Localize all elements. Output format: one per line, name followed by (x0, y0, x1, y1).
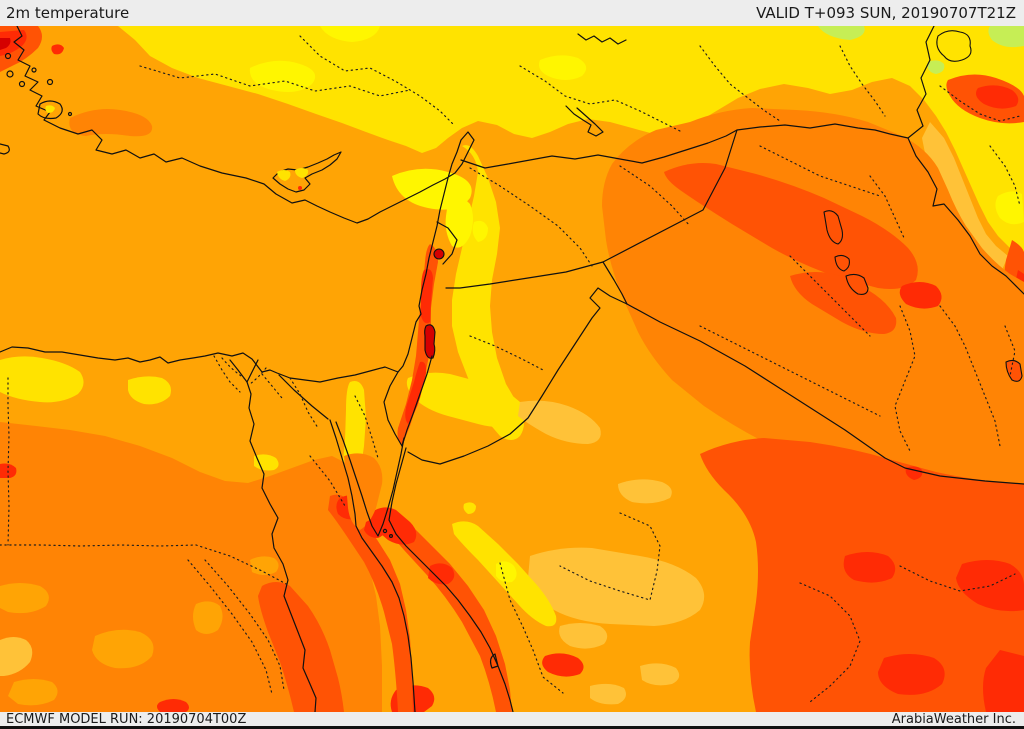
nile-river (246, 381, 317, 712)
lakes-layer (424, 30, 1023, 382)
mesopotamian-marsh (1005, 359, 1023, 382)
ataturk-reservoir (565, 105, 604, 137)
map-canvas (0, 26, 1024, 712)
sea-of-galilee (433, 248, 445, 260)
temperature-map-svg (0, 26, 1024, 712)
sinai-west-coast (335, 421, 405, 537)
lake-tharthar (823, 210, 844, 245)
mediterranean-coastline (0, 26, 475, 383)
coastline-border-layer (0, 26, 1024, 712)
model-run-label: ECMWF MODEL RUN: 20190704T00Z (6, 711, 247, 727)
israel-egypt-border (383, 371, 403, 447)
valid-time-label: VALID T+093 SUN, 20190707T21Z (756, 4, 1016, 22)
red-sea-west-coast (329, 419, 416, 712)
attribution-label: ArabiaWeather Inc. (891, 711, 1016, 727)
turkey-iraq-iran-border (907, 26, 1024, 295)
red-sea-east-coast (388, 447, 514, 712)
lake-razzaza (845, 273, 869, 295)
lake-habbaniyah (834, 254, 850, 272)
admin-boundary-layer (0, 35, 1021, 703)
turkey-syria-border (460, 123, 909, 169)
lake-van (936, 30, 972, 62)
header-bar: 2m temperature VALID T+093 SUN, 20190707… (0, 0, 1024, 26)
dead-sea (424, 324, 436, 359)
iraq-saudi-border (626, 303, 1024, 485)
footer-bar: ECMWF MODEL RUN: 20190704T00Z ArabiaWeat… (0, 712, 1024, 729)
jordan-valley-border (401, 355, 433, 447)
syria-jordan-border (445, 261, 604, 289)
jordan-saudi-border (407, 287, 628, 465)
jordan-iraq-border (602, 261, 628, 305)
euphrates-reservoir (577, 33, 627, 45)
parameter-title: 2m temperature (6, 4, 130, 22)
syria-iraq-border (602, 129, 738, 263)
aegean-islands (37, 100, 63, 120)
suez-canal (278, 374, 329, 420)
lebanon-syria-border (436, 221, 458, 265)
temperature-fill-layer (0, 26, 1024, 712)
